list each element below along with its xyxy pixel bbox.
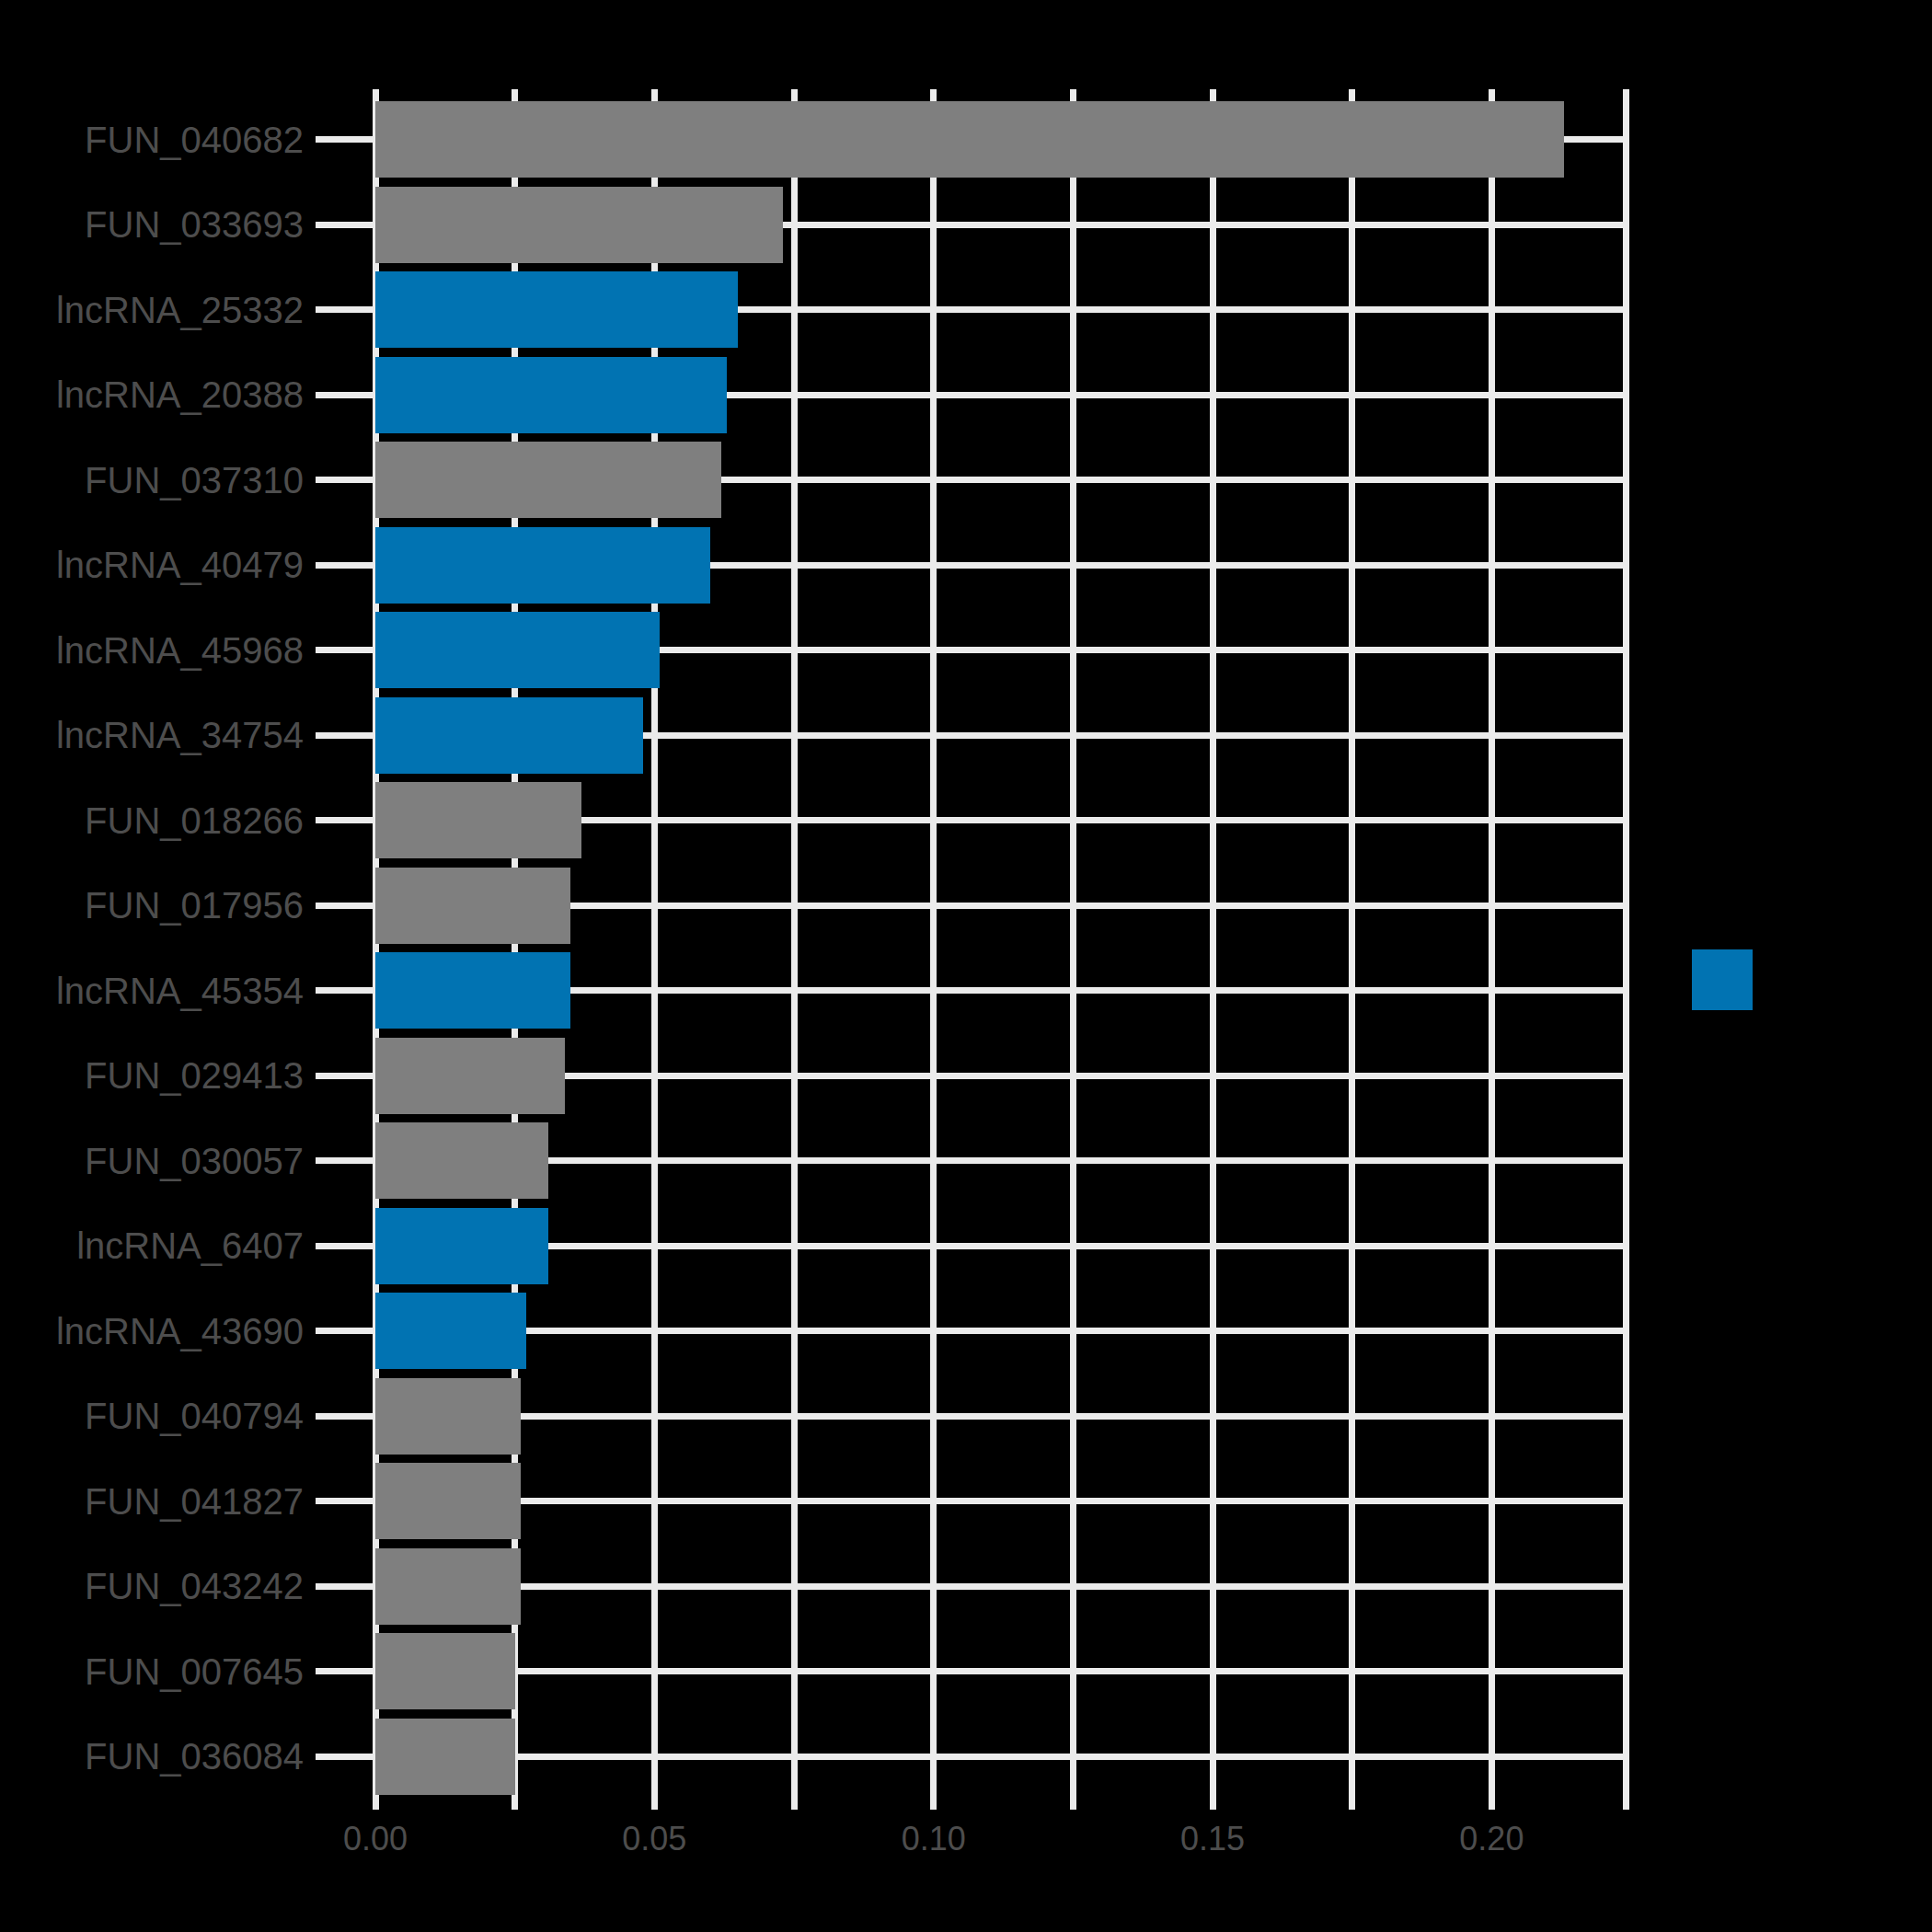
- y-axis-label: lncRNA_6407: [0, 1223, 304, 1269]
- legend-swatch-lncRNA: [1692, 949, 1753, 1010]
- x-gridline: [930, 89, 937, 1810]
- bar-FUN_036084: [375, 1719, 515, 1795]
- bar-FUN_040682: [375, 101, 1564, 178]
- x-gridline: [1349, 89, 1355, 1810]
- y-axis-label: FUN_029413: [0, 1052, 304, 1098]
- x-tick-label: 0.00: [283, 1820, 467, 1858]
- y-axis-label: lncRNA_45354: [0, 968, 304, 1014]
- bar-FUN_041827: [375, 1463, 521, 1539]
- x-gridline: [791, 89, 798, 1810]
- y-axis-label: FUN_018266: [0, 798, 304, 844]
- bar-lncRNA_6407: [375, 1208, 548, 1284]
- x-tick-label: 0.15: [1121, 1820, 1305, 1858]
- bar-lncRNA_20388: [375, 357, 727, 433]
- bar-FUN_037310: [375, 442, 721, 518]
- y-axis-label: FUN_036084: [0, 1733, 304, 1779]
- x-gridline: [1489, 89, 1495, 1810]
- x-gridline: [1623, 89, 1629, 1810]
- bar-FUN_040794: [375, 1378, 521, 1455]
- y-axis-label: lncRNA_40479: [0, 542, 304, 588]
- y-axis-label: FUN_017956: [0, 882, 304, 928]
- bar-lncRNA_34754: [375, 697, 643, 774]
- y-axis-label: FUN_030057: [0, 1138, 304, 1184]
- y-axis-label: FUN_033693: [0, 201, 304, 247]
- y-axis-label: lncRNA_45968: [0, 627, 304, 673]
- y-axis-label: FUN_040682: [0, 117, 304, 163]
- bar-lncRNA_25332: [375, 271, 738, 348]
- y-axis-label: lncRNA_43690: [0, 1308, 304, 1354]
- y-axis-label: FUN_007645: [0, 1649, 304, 1695]
- bar-lncRNA_45354: [375, 952, 570, 1029]
- y-axis-label: FUN_037310: [0, 457, 304, 503]
- bar-lncRNA_45968: [375, 612, 660, 688]
- y-axis-label: FUN_041827: [0, 1478, 304, 1524]
- bar-FUN_029413: [375, 1038, 565, 1114]
- bar-FUN_017956: [375, 868, 570, 944]
- bar-FUN_043242: [375, 1548, 521, 1625]
- x-tick-label: 0.05: [562, 1820, 746, 1858]
- bar-lncRNA_43690: [375, 1293, 526, 1369]
- x-tick-label: 0.20: [1399, 1820, 1583, 1858]
- x-gridline: [1070, 89, 1076, 1810]
- bar-chart: FUN_040682 FUN_033693 lncRNA_25332 lncRNA_2…: [0, 0, 1932, 1932]
- y-axis-label: lncRNA_25332: [0, 287, 304, 333]
- x-tick-label: 0.10: [842, 1820, 1026, 1858]
- bar-FUN_007645: [375, 1633, 515, 1709]
- y-axis-label: lncRNA_34754: [0, 712, 304, 758]
- bar-FUN_033693: [375, 187, 783, 263]
- y-axis-label: FUN_043242: [0, 1563, 304, 1609]
- x-gridline: [1210, 89, 1216, 1810]
- bar-lncRNA_40479: [375, 527, 710, 604]
- y-axis-label: FUN_040794: [0, 1393, 304, 1439]
- bar-FUN_030057: [375, 1122, 548, 1199]
- y-axis-label: lncRNA_20388: [0, 372, 304, 418]
- bar-FUN_018266: [375, 782, 581, 858]
